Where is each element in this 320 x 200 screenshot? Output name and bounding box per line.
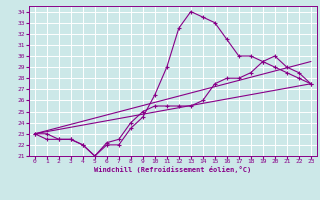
X-axis label: Windchill (Refroidissement éolien,°C): Windchill (Refroidissement éolien,°C): [94, 166, 252, 173]
